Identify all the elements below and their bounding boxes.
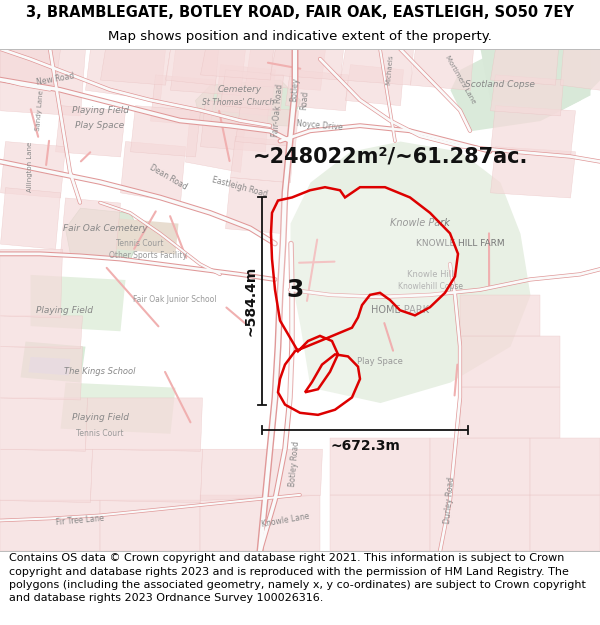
Text: Playing Field: Playing Field [71, 413, 128, 422]
Text: Botley Road: Botley Road [289, 441, 301, 488]
Text: KNOWLE HILL FARM: KNOWLE HILL FARM [416, 239, 505, 248]
Text: ~248022m²/~61.287ac.: ~248022m²/~61.287ac. [253, 146, 527, 166]
Polygon shape [271, 188, 458, 415]
Text: Mortimers Lane: Mortimers Lane [444, 54, 476, 104]
Text: Sandy Lane: Sandy Lane [35, 90, 45, 131]
Text: Knowlehill Copse: Knowlehill Copse [398, 282, 463, 291]
Text: Knowle Hill: Knowle Hill [407, 270, 454, 279]
Text: Durley Road: Durley Road [443, 476, 457, 524]
Text: Fair-Oak Road: Fair-Oak Road [271, 83, 285, 137]
Text: Tennis Court: Tennis Court [116, 239, 164, 248]
Text: Noyce Drive: Noyce Drive [296, 119, 344, 132]
Text: Contains OS data © Crown copyright and database right 2021. This information is : Contains OS data © Crown copyright and d… [9, 554, 586, 603]
Text: Dean Road: Dean Road [148, 162, 188, 191]
Text: 3: 3 [286, 278, 304, 302]
Text: Playing Field: Playing Field [37, 306, 94, 315]
Text: Road: Road [299, 90, 310, 110]
Text: Scotland Copse: Scotland Copse [465, 80, 535, 89]
Text: Fair Oak Junior School: Fair Oak Junior School [133, 296, 217, 304]
Text: HOME PARK: HOME PARK [371, 305, 429, 315]
Text: New Road: New Road [35, 72, 74, 88]
Text: Michaels: Michaels [386, 54, 394, 85]
Text: ~584.4m: ~584.4m [243, 266, 257, 336]
Text: Play Space: Play Space [357, 357, 403, 366]
Text: The Kings School: The Kings School [64, 368, 136, 376]
Text: Fir Tree Lane: Fir Tree Lane [55, 514, 104, 527]
Text: Play Space: Play Space [76, 121, 125, 130]
Text: Botley: Botley [289, 78, 301, 102]
Text: Playing Field: Playing Field [71, 106, 128, 115]
Text: Eastleigh Road: Eastleigh Road [211, 176, 269, 199]
Text: Cemetery: Cemetery [218, 85, 262, 94]
Text: 3, BRAMBLEGATE, BOTLEY ROAD, FAIR OAK, EASTLEIGH, SO50 7EY: 3, BRAMBLEGATE, BOTLEY ROAD, FAIR OAK, E… [26, 4, 574, 19]
Text: Tennis Court: Tennis Court [76, 429, 124, 438]
Text: ~672.3m: ~672.3m [330, 439, 400, 452]
Text: Allington Lane: Allington Lane [27, 141, 33, 192]
Text: Knowle Lane: Knowle Lane [260, 512, 310, 529]
Text: Map shows position and indicative extent of the property.: Map shows position and indicative extent… [108, 30, 492, 43]
Text: Fair Oak Cemetery: Fair Oak Cemetery [62, 224, 148, 232]
Text: St Thomas' Church: St Thomas' Church [202, 98, 274, 107]
Text: Knowle Park: Knowle Park [390, 218, 450, 228]
Text: Other Sports Facility: Other Sports Facility [109, 251, 187, 261]
